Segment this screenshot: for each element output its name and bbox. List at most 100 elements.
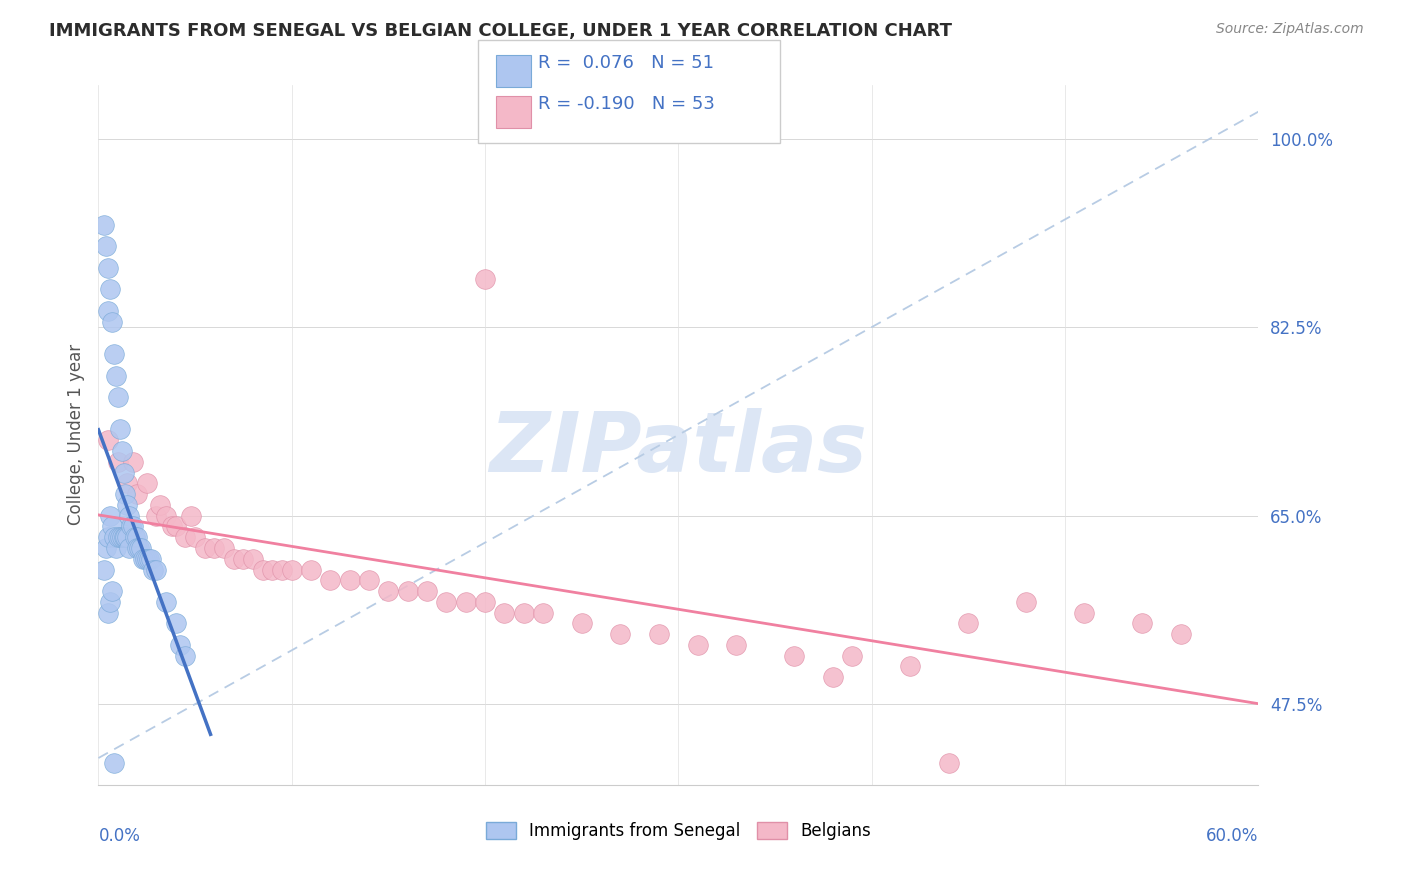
Point [117, 530, 139, 544]
Point [129, 541, 152, 555]
Point [127, 487, 149, 501]
Point [204, 541, 226, 555]
Point [474, 271, 496, 285]
Point [134, 551, 156, 566]
Point [98, 595, 121, 609]
Point [180, 508, 202, 523]
Point [609, 627, 631, 641]
Point [222, 551, 245, 566]
Point [118, 541, 141, 555]
Point [396, 584, 419, 599]
Point [141, 562, 165, 576]
Point [174, 530, 197, 544]
Text: R =  0.076   N = 51: R = 0.076 N = 51 [538, 54, 714, 72]
Point [841, 648, 863, 663]
Point [97, 434, 120, 448]
Point [117, 476, 139, 491]
Point [416, 584, 439, 599]
Point [138, 551, 160, 566]
Point [127, 541, 149, 555]
Point [103, 756, 125, 771]
Point [96, 239, 118, 253]
Point [135, 551, 157, 566]
Text: IMMIGRANTS FROM SENEGAL VS BELGIAN COLLEGE, UNDER 1 YEAR CORRELATION CHART: IMMIGRANTS FROM SENEGAL VS BELGIAN COLLE… [49, 22, 952, 40]
Point [108, 422, 131, 436]
Point [93, 562, 115, 576]
Point [262, 562, 284, 576]
Point [132, 551, 155, 566]
Point [96, 541, 118, 555]
Point [160, 519, 183, 533]
Point [149, 498, 172, 512]
Point [124, 530, 146, 544]
Point [165, 519, 187, 533]
Point [127, 530, 149, 544]
Point [938, 756, 960, 771]
Point [139, 551, 162, 566]
Point [821, 670, 844, 684]
Point [112, 530, 135, 544]
Point [97, 260, 120, 275]
Text: R = -0.190   N = 53: R = -0.190 N = 53 [538, 95, 716, 113]
Point [783, 648, 806, 663]
Point [377, 584, 399, 599]
Point [114, 487, 136, 501]
Point [117, 498, 139, 512]
Point [232, 551, 254, 566]
Point [165, 616, 187, 631]
Point [101, 315, 124, 329]
Point [97, 304, 120, 318]
Point [281, 562, 304, 576]
Point [128, 541, 150, 555]
Point [513, 606, 536, 620]
Point [725, 638, 748, 652]
Point [1073, 606, 1095, 620]
Text: ZIPatlas: ZIPatlas [489, 409, 868, 490]
Point [299, 562, 322, 576]
Point [339, 574, 361, 588]
Point [252, 562, 274, 576]
Point [319, 574, 342, 588]
Point [242, 551, 264, 566]
Point [686, 638, 709, 652]
Point [531, 606, 554, 620]
Text: 60.0%: 60.0% [1206, 827, 1258, 845]
Point [155, 595, 177, 609]
Point [212, 541, 235, 555]
Point [648, 627, 671, 641]
Point [112, 466, 135, 480]
Point [1170, 627, 1192, 641]
Point [97, 530, 120, 544]
Point [900, 659, 922, 673]
Point [436, 595, 458, 609]
Point [114, 530, 136, 544]
Point [957, 616, 980, 631]
Point [122, 519, 145, 533]
Point [194, 541, 217, 555]
Point [145, 562, 167, 576]
Point [571, 616, 593, 631]
Point [494, 606, 516, 620]
Point [454, 595, 477, 609]
Legend: Immigrants from Senegal, Belgians: Immigrants from Senegal, Belgians [479, 815, 877, 847]
Point [474, 595, 496, 609]
Point [1015, 595, 1038, 609]
Point [103, 347, 125, 361]
Point [111, 530, 132, 544]
Point [107, 455, 129, 469]
Text: Source: ZipAtlas.com: Source: ZipAtlas.com [1216, 22, 1364, 37]
Point [169, 638, 191, 652]
Point [107, 530, 129, 544]
Point [108, 530, 131, 544]
Point [97, 606, 120, 620]
Point [120, 519, 142, 533]
Point [145, 508, 167, 523]
Point [103, 530, 125, 544]
Point [122, 455, 145, 469]
Point [98, 508, 121, 523]
Point [98, 282, 121, 296]
Point [118, 508, 141, 523]
Point [271, 562, 294, 576]
Point [155, 508, 177, 523]
Point [135, 476, 157, 491]
